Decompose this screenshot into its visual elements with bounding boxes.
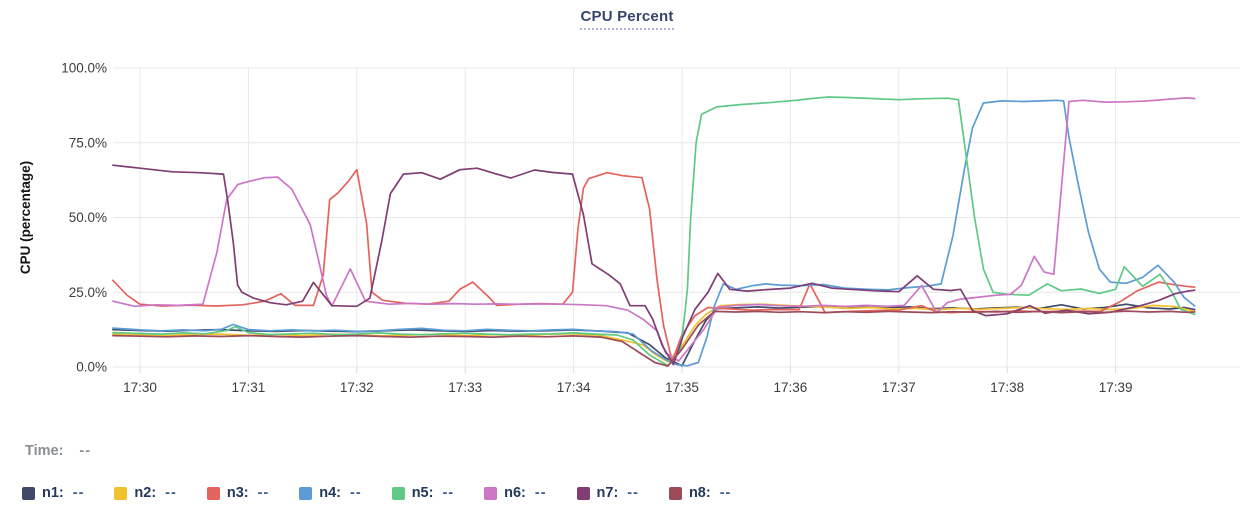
series-lines: [112, 96, 1196, 367]
chart-svg[interactable]: 100.0% 75.0% 50.0% 25.0% 0.0% 17:30 17:31 17:32…: [0, 0, 1254, 415]
time-row: Time: --: [25, 443, 91, 459]
legend-item-n7[interactable]: n7: --: [576, 485, 639, 501]
time-value: --: [79, 443, 92, 459]
legend-value: --: [72, 485, 85, 501]
legend-label: n2:: [134, 485, 157, 501]
legend: n1: -- n2: -- n3: -- n4: -- n5: -- n6: -…: [22, 485, 761, 501]
n2-color-swatch-icon: [114, 486, 128, 500]
series-line-n2: [112, 303, 1196, 363]
series-line-n5: [112, 96, 1196, 367]
n1-color-swatch-icon: [22, 486, 35, 500]
y-tick-label: 50.0%: [69, 210, 107, 225]
legend-value: --: [534, 485, 547, 501]
x-tick-label: 17:39: [1099, 380, 1133, 395]
n5-color-swatch-icon: [391, 486, 405, 500]
x-tick-label: 17:33: [448, 380, 482, 395]
legend-item-n1[interactable]: n1: --: [22, 485, 84, 501]
axis-labels: 100.0% 75.0% 50.0% 25.0% 0.0% 17:30 17:31 17:32…: [18, 61, 1132, 396]
chart-title: CPU Percent: [580, 8, 674, 30]
y-tick-label: 100.0%: [61, 61, 107, 76]
legend-value: --: [442, 485, 455, 501]
legend-label: n8:: [688, 485, 711, 501]
x-tick-label: 17:37: [882, 380, 916, 395]
legend-label: n5:: [411, 485, 434, 501]
chart-title-row: CPU Percent: [0, 8, 1254, 30]
y-tick-label: 75.0%: [69, 135, 107, 150]
legend-label: n1:: [42, 485, 64, 501]
legend-label: n7:: [596, 485, 619, 501]
legend-item-n6[interactable]: n6: --: [484, 485, 546, 501]
series-line-n8: [112, 310, 1196, 367]
legend-item-n8[interactable]: n8: --: [668, 485, 732, 501]
y-axis-title: CPU (percentage): [18, 161, 33, 274]
legend-label: n6:: [504, 485, 526, 501]
x-tick-label: 17:32: [340, 380, 374, 395]
x-tick-label: 17:31: [232, 380, 266, 395]
legend-value: --: [165, 485, 177, 501]
legend-value: --: [719, 485, 732, 501]
series-line-n3: [112, 168, 1196, 362]
legend-label: n4:: [319, 485, 342, 501]
legend-item-n5[interactable]: n5: --: [391, 485, 455, 501]
x-tick-label: 17:30: [123, 380, 157, 395]
n4-color-swatch-icon: [299, 486, 313, 500]
legend-label: n3:: [226, 485, 249, 501]
x-tick-label: 17:35: [665, 380, 699, 395]
x-tick-label: 17:36: [774, 380, 808, 395]
series-line-n4: [112, 99, 1196, 367]
x-tick-label: 17:38: [990, 380, 1024, 395]
legend-item-n3[interactable]: n3: --: [206, 485, 270, 501]
x-tick-label: 17:34: [557, 380, 591, 395]
y-tick-label: 0.0%: [76, 360, 107, 375]
series-line-n7: [112, 164, 1196, 366]
n3-color-swatch-icon: [206, 486, 220, 500]
n6-color-swatch-icon: [484, 486, 498, 500]
n8-color-swatch-icon: [668, 486, 682, 500]
legend-value: --: [627, 485, 639, 501]
legend-item-n2[interactable]: n2: --: [114, 485, 176, 501]
legend-item-n4[interactable]: n4: --: [299, 485, 361, 501]
n7-color-swatch-icon: [576, 486, 590, 500]
legend-value: --: [257, 485, 270, 501]
gridlines: [113, 67, 1240, 373]
y-tick-label: 25.0%: [69, 285, 107, 300]
time-label: Time:: [25, 443, 64, 459]
legend-value: --: [350, 485, 362, 501]
